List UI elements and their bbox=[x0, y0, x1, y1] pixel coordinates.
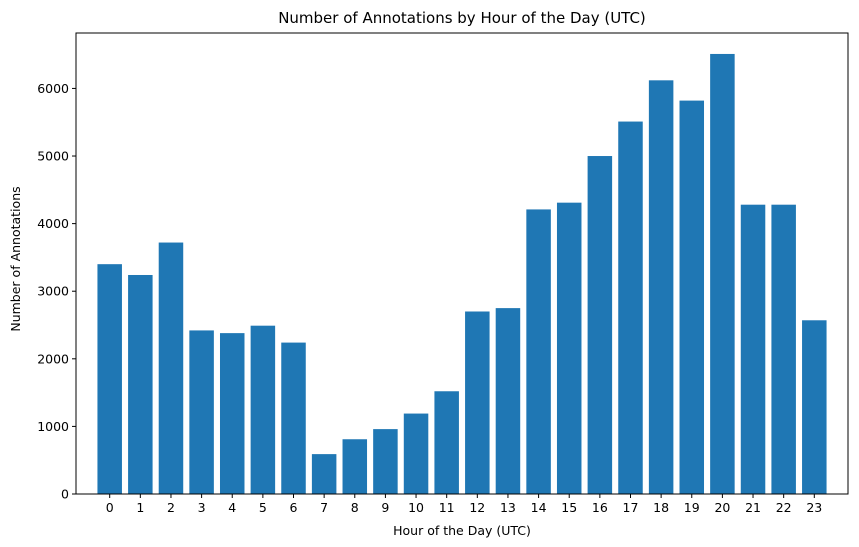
x-tick-label: 12 bbox=[469, 500, 485, 515]
x-tick-label: 8 bbox=[351, 500, 359, 515]
x-tick-label: 10 bbox=[408, 500, 424, 515]
x-tick-label: 23 bbox=[806, 500, 822, 515]
x-tick-label: 4 bbox=[228, 500, 236, 515]
bar-hour-8 bbox=[342, 439, 368, 494]
x-tick-label: 2 bbox=[167, 500, 175, 515]
x-tick-label: 18 bbox=[653, 500, 669, 515]
y-tick-label: 0 bbox=[61, 487, 69, 502]
x-tick-label: 22 bbox=[776, 500, 792, 515]
x-tick-label: 3 bbox=[198, 500, 206, 515]
bar-hour-15 bbox=[556, 202, 582, 494]
bar-hour-1 bbox=[128, 274, 153, 494]
bar-hour-4 bbox=[219, 333, 245, 494]
bar-hour-17 bbox=[618, 121, 643, 494]
x-tick-label: 16 bbox=[592, 500, 608, 515]
bar-hour-5 bbox=[250, 325, 276, 494]
y-tick-label: 2000 bbox=[37, 351, 69, 366]
y-tick-label: 6000 bbox=[37, 81, 69, 96]
x-tick-label: 5 bbox=[259, 500, 267, 515]
x-tick-label: 6 bbox=[290, 500, 298, 515]
bar-hour-10 bbox=[403, 413, 429, 494]
x-tick-label: 21 bbox=[745, 500, 761, 515]
chart-title: Number of Annotations by Hour of the Day… bbox=[278, 9, 646, 27]
bar-hour-16 bbox=[587, 156, 613, 494]
bar-hour-18 bbox=[648, 80, 674, 495]
x-tick-label: 0 bbox=[106, 500, 114, 515]
bar-hour-22 bbox=[771, 204, 796, 494]
bar-hour-14 bbox=[526, 209, 551, 494]
bar-hour-19 bbox=[679, 100, 705, 494]
x-tick-label: 19 bbox=[684, 500, 700, 515]
x-tick-label: 15 bbox=[561, 500, 577, 515]
bars-group bbox=[97, 53, 827, 495]
bar-hour-7 bbox=[311, 454, 337, 494]
bar-hour-2 bbox=[158, 242, 184, 494]
bar-hour-13 bbox=[495, 308, 521, 494]
bar-hour-20 bbox=[710, 53, 735, 495]
y-tick-label: 5000 bbox=[37, 149, 69, 164]
bar-hour-3 bbox=[189, 330, 214, 494]
plot-frame bbox=[75, 32, 849, 495]
x-tick-label: 9 bbox=[381, 500, 389, 515]
x-tick-label: 11 bbox=[439, 500, 455, 515]
bar-hour-11 bbox=[434, 391, 459, 494]
x-tick-label: 1 bbox=[136, 500, 144, 515]
x-axis-label: Hour of the Day (UTC) bbox=[393, 523, 531, 538]
y-axis: 0 1000 2000 3000 4000 5000 6000 bbox=[37, 81, 76, 502]
bar-hour-6 bbox=[281, 342, 306, 494]
bar-hour-9 bbox=[373, 429, 398, 494]
x-tick-label: 14 bbox=[531, 500, 547, 515]
y-tick-label: 1000 bbox=[37, 419, 69, 434]
x-tick-label: 7 bbox=[320, 500, 328, 515]
bar-hour-0 bbox=[97, 264, 122, 494]
bar-hour-21 bbox=[740, 204, 766, 494]
bar-hour-12 bbox=[465, 311, 490, 494]
x-axis: 0 1 2 3 4 5 6 7 8 9 10 11 12 13 14 15 16 17 18 19 20 21 22 23 bbox=[106, 494, 822, 515]
x-tick-label: 20 bbox=[714, 500, 730, 515]
y-tick-label: 4000 bbox=[37, 216, 69, 231]
x-tick-label: 13 bbox=[500, 500, 516, 515]
y-tick-label: 3000 bbox=[37, 284, 69, 299]
y-axis-label: Number of Annotations bbox=[8, 186, 23, 331]
bar-hour-23 bbox=[802, 320, 827, 494]
x-tick-label: 17 bbox=[623, 500, 639, 515]
